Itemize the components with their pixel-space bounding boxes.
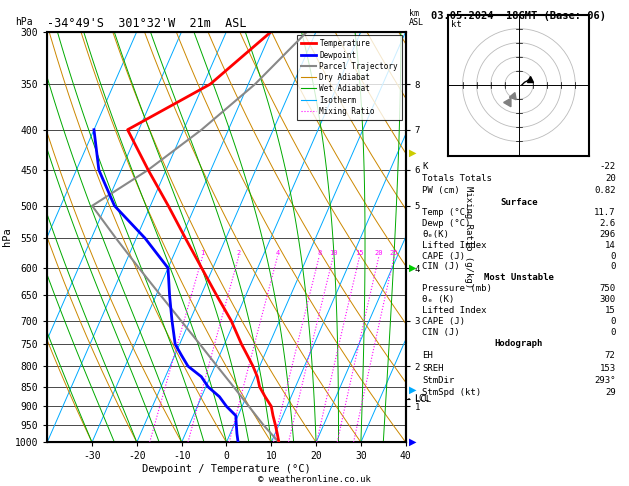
Text: Hodograph: Hodograph — [495, 339, 543, 348]
Text: StmSpd (kt): StmSpd (kt) — [422, 388, 481, 397]
Text: 750: 750 — [599, 284, 616, 293]
Text: 300: 300 — [599, 295, 616, 304]
Text: km
ASL: km ASL — [409, 10, 425, 28]
Text: ▶: ▶ — [409, 437, 416, 447]
Text: 0: 0 — [610, 262, 616, 271]
Text: 03.05.2024  18GMT (Base: 06): 03.05.2024 18GMT (Base: 06) — [431, 11, 606, 21]
Text: 72: 72 — [605, 351, 616, 361]
Text: Lifted Index: Lifted Index — [422, 306, 487, 315]
Text: θₑ (K): θₑ (K) — [422, 295, 455, 304]
Text: CAPE (J): CAPE (J) — [422, 317, 465, 326]
Text: 11.7: 11.7 — [594, 208, 616, 217]
Legend: Temperature, Dewpoint, Parcel Trajectory, Dry Adiabat, Wet Adiabat, Isotherm, Mi: Temperature, Dewpoint, Parcel Trajectory… — [298, 35, 402, 120]
Text: Most Unstable: Most Unstable — [484, 273, 554, 282]
Text: Totals Totals: Totals Totals — [422, 174, 492, 183]
Y-axis label: hPa: hPa — [2, 227, 12, 246]
Text: 1: 1 — [201, 250, 204, 257]
Y-axis label: Mixing Ratio (g/kg): Mixing Ratio (g/kg) — [464, 186, 472, 288]
Text: CIN (J): CIN (J) — [422, 328, 460, 337]
Text: 14: 14 — [605, 241, 616, 250]
Text: 153: 153 — [599, 364, 616, 373]
Text: LCL: LCL — [414, 394, 429, 403]
Text: 15: 15 — [605, 306, 616, 315]
Text: K: K — [422, 162, 428, 171]
Text: Surface: Surface — [500, 198, 538, 207]
Text: 8: 8 — [317, 250, 321, 257]
Text: SREH: SREH — [422, 364, 444, 373]
Text: 0: 0 — [610, 317, 616, 326]
Text: 20: 20 — [605, 174, 616, 183]
Text: ▶: ▶ — [409, 148, 416, 158]
Text: ▶: ▶ — [409, 263, 416, 273]
Text: CIN (J): CIN (J) — [422, 262, 460, 271]
Text: -22: -22 — [599, 162, 616, 171]
Text: CAPE (J): CAPE (J) — [422, 252, 465, 260]
Text: EH: EH — [422, 351, 433, 361]
Text: kt: kt — [451, 20, 462, 29]
Text: θₑ(K): θₑ(K) — [422, 230, 449, 239]
Text: 0.82: 0.82 — [594, 186, 616, 195]
Text: Lifted Index: Lifted Index — [422, 241, 487, 250]
Text: 0: 0 — [610, 252, 616, 260]
Text: ▶: ▶ — [409, 385, 416, 395]
Text: 15: 15 — [355, 250, 364, 257]
Text: 25: 25 — [390, 250, 398, 257]
Text: StmDir: StmDir — [422, 376, 455, 385]
Text: 296: 296 — [599, 230, 616, 239]
Text: Dewp (°C): Dewp (°C) — [422, 219, 470, 228]
Text: 2: 2 — [237, 250, 241, 257]
Text: 0: 0 — [610, 328, 616, 337]
Text: Pressure (mb): Pressure (mb) — [422, 284, 492, 293]
Text: hPa: hPa — [15, 17, 33, 28]
Text: 2.6: 2.6 — [599, 219, 616, 228]
Text: 10: 10 — [329, 250, 338, 257]
Text: 4: 4 — [276, 250, 280, 257]
Text: 29: 29 — [605, 388, 616, 397]
Text: -34°49'S  301°32'W  21m  ASL: -34°49'S 301°32'W 21m ASL — [47, 17, 247, 31]
Text: © weatheronline.co.uk: © weatheronline.co.uk — [258, 474, 371, 484]
Text: 20: 20 — [375, 250, 383, 257]
Text: 293°: 293° — [594, 376, 616, 385]
Text: Temp (°C): Temp (°C) — [422, 208, 470, 217]
X-axis label: Dewpoint / Temperature (°C): Dewpoint / Temperature (°C) — [142, 464, 311, 474]
Text: PW (cm): PW (cm) — [422, 186, 460, 195]
